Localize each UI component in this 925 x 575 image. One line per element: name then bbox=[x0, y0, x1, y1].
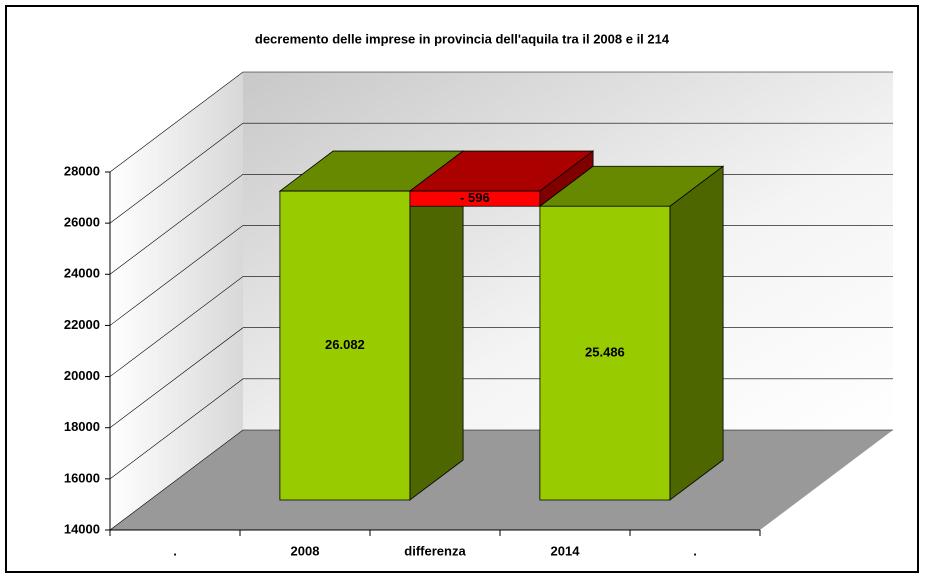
y-tick-label: 16000 bbox=[64, 470, 100, 485]
bar bbox=[539, 205, 671, 501]
y-tick-label: 20000 bbox=[64, 368, 100, 383]
x-tick-label: 2014 bbox=[551, 543, 581, 558]
y-tick-label: 14000 bbox=[64, 521, 100, 536]
grid-line bbox=[109, 122, 893, 224]
bar bbox=[279, 190, 411, 501]
chart-title: decremento delle imprese in provincia de… bbox=[255, 31, 670, 46]
floor bbox=[110, 430, 893, 530]
value-label: 26.082 bbox=[325, 337, 365, 352]
x-tick-label: differenza bbox=[404, 543, 466, 558]
x-tick-label: 2008 bbox=[291, 543, 320, 558]
grid-line bbox=[109, 71, 893, 173]
value-label: 25.486 bbox=[585, 345, 625, 360]
side-wall bbox=[110, 72, 243, 530]
bar-side bbox=[669, 165, 724, 501]
y-tick-label: 18000 bbox=[64, 419, 100, 434]
y-tick-label: 24000 bbox=[64, 266, 100, 281]
x-tick-label: . bbox=[693, 543, 697, 558]
y-tick-label: 28000 bbox=[64, 163, 100, 178]
value-label: - 596 bbox=[460, 190, 490, 205]
y-tick-label: 26000 bbox=[64, 215, 100, 230]
x-tick-label: . bbox=[173, 543, 177, 558]
y-tick-label: 22000 bbox=[64, 317, 100, 332]
